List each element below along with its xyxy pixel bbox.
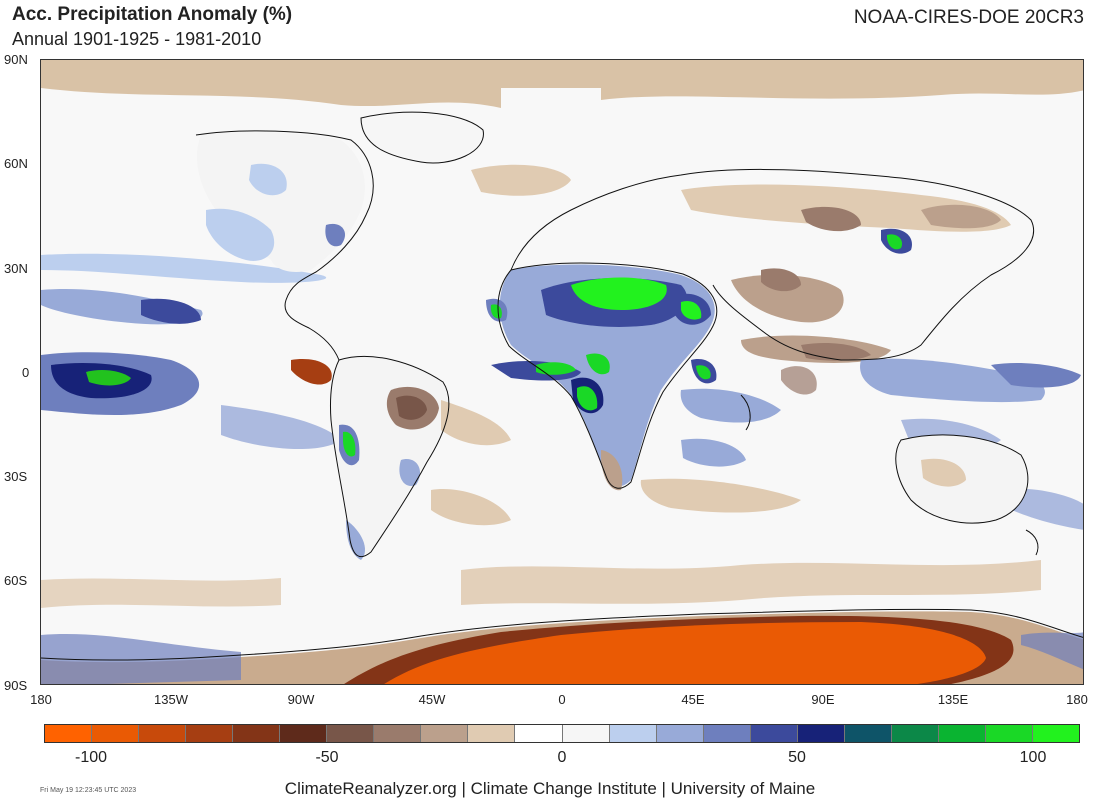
colorbar-swatch (421, 725, 469, 742)
colorbar-swatch (562, 725, 610, 742)
lat-label-90s: 90S (4, 678, 28, 693)
lat-label-0: 0 (22, 365, 30, 380)
lon-label-135e: 135E (937, 692, 969, 707)
colorbar-swatch (1032, 725, 1080, 742)
colorbar-label-minus-100: -100 (74, 749, 108, 766)
colorbar-swatch (656, 725, 704, 742)
colorbar-label-100: 100 (1019, 749, 1047, 766)
dataset-label: NOAA-CIRES-DOE 20CR3 (853, 7, 1084, 28)
colorbar-swatch (139, 725, 187, 742)
lon-label-0: 0 (558, 692, 566, 707)
lon-label-45w: 45W (418, 692, 446, 707)
colorbar-swatch (186, 725, 234, 742)
colorbar-swatch (92, 725, 140, 742)
lon-label-135w: 135W (154, 692, 188, 707)
lat-label-30s: 30S (4, 469, 28, 484)
colorbar-swatch (45, 725, 93, 742)
footer-credit: ClimateReanalyzer.org | Climate Change I… (284, 779, 816, 798)
colorbar-swatch (327, 725, 375, 742)
colorbar-label-50: 50 (788, 749, 806, 766)
map-subtitle: Annual 1901-1925 - 1981-2010 (12, 29, 262, 49)
colorbar-label-0: 0 (557, 749, 567, 766)
lon-label-180e: 180 (1066, 692, 1088, 707)
lon-label-90w: 90W (287, 692, 315, 707)
colorbar-swatch (280, 725, 328, 742)
colorbar-swatch (515, 725, 563, 742)
lat-label-90n: 90N (4, 52, 28, 67)
timestamp: Fri May 19 12:23:45 UTC 2023 (40, 787, 137, 794)
map-area (40, 59, 1084, 685)
colorbar-swatch (891, 725, 939, 742)
colorbar-swatch (938, 725, 986, 742)
colorbar-swatch (233, 725, 281, 742)
colorbar-swatch (844, 725, 892, 742)
lat-label-30n: 30N (4, 261, 28, 276)
colorbar-swatch (609, 725, 657, 742)
colorbar (44, 724, 1080, 743)
colorbar-swatch (797, 725, 845, 742)
lon-label-180w: 180 (30, 692, 52, 707)
colorbar-swatch (985, 725, 1033, 742)
lat-label-60s: 60S (4, 573, 28, 588)
lon-label-45e: 45E (681, 692, 705, 707)
colorbar-swatch (468, 725, 516, 742)
colorbar-swatch (374, 725, 422, 742)
map-title: Acc. Precipitation Anomaly (%) (12, 4, 293, 25)
colorbar-label-minus-50: -50 (315, 749, 339, 766)
lat-label-60n: 60N (4, 156, 28, 171)
lon-label-90e: 90E (811, 692, 835, 707)
anomaly-map (41, 60, 1083, 684)
colorbar-swatch (703, 725, 751, 742)
colorbar-swatch (750, 725, 798, 742)
